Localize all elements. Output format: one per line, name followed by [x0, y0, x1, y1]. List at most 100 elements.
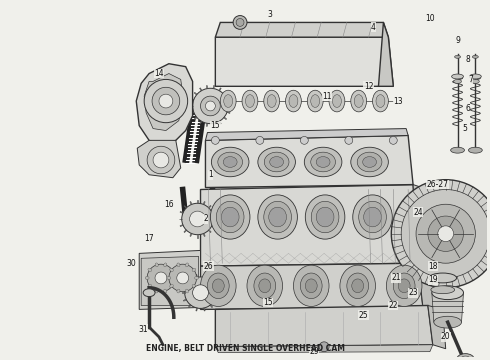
- Ellipse shape: [247, 265, 283, 306]
- Circle shape: [159, 94, 173, 108]
- Ellipse shape: [364, 207, 381, 227]
- Polygon shape: [194, 117, 197, 120]
- Polygon shape: [378, 22, 393, 86]
- Circle shape: [392, 180, 490, 288]
- Text: 31: 31: [138, 325, 148, 334]
- Polygon shape: [227, 99, 230, 100]
- Text: 20: 20: [441, 332, 450, 341]
- Ellipse shape: [387, 265, 422, 306]
- Circle shape: [200, 96, 220, 116]
- Ellipse shape: [347, 273, 368, 298]
- Ellipse shape: [155, 289, 158, 293]
- Ellipse shape: [185, 289, 189, 293]
- Ellipse shape: [351, 90, 367, 112]
- Circle shape: [319, 342, 329, 352]
- Ellipse shape: [171, 268, 174, 271]
- Polygon shape: [432, 293, 464, 322]
- Circle shape: [144, 80, 188, 123]
- Polygon shape: [206, 123, 208, 126]
- Ellipse shape: [242, 90, 258, 112]
- Circle shape: [147, 264, 175, 292]
- Ellipse shape: [457, 354, 474, 360]
- Ellipse shape: [171, 284, 174, 288]
- Polygon shape: [197, 235, 198, 238]
- Polygon shape: [208, 206, 211, 208]
- Circle shape: [155, 272, 167, 284]
- Polygon shape: [189, 278, 191, 281]
- Polygon shape: [210, 278, 213, 281]
- Text: 15: 15: [263, 298, 272, 307]
- Text: 9: 9: [455, 36, 460, 45]
- Text: 19: 19: [428, 275, 438, 284]
- Text: 22: 22: [389, 301, 398, 310]
- Ellipse shape: [461, 356, 470, 360]
- Text: ENGINE, BELT DRIVEN SINGLE OVERHEAD CAM: ENGINE, BELT DRIVEN SINGLE OVERHEAD CAM: [146, 344, 344, 353]
- Polygon shape: [180, 211, 183, 213]
- Ellipse shape: [264, 201, 292, 233]
- Ellipse shape: [454, 80, 462, 84]
- Ellipse shape: [173, 276, 177, 279]
- Ellipse shape: [207, 273, 229, 298]
- Ellipse shape: [170, 284, 173, 288]
- Ellipse shape: [352, 279, 364, 293]
- Ellipse shape: [223, 157, 237, 167]
- Text: 18: 18: [428, 262, 438, 271]
- Ellipse shape: [372, 90, 389, 112]
- Ellipse shape: [311, 95, 319, 107]
- Circle shape: [169, 264, 196, 292]
- Ellipse shape: [294, 265, 329, 306]
- Text: 30: 30: [126, 259, 136, 268]
- Polygon shape: [213, 123, 215, 126]
- Polygon shape: [418, 263, 438, 312]
- Polygon shape: [206, 86, 208, 89]
- Ellipse shape: [311, 152, 336, 172]
- Ellipse shape: [218, 152, 243, 172]
- Ellipse shape: [155, 263, 158, 267]
- Polygon shape: [203, 202, 205, 204]
- Text: 16: 16: [164, 200, 173, 209]
- Polygon shape: [205, 135, 413, 188]
- Ellipse shape: [167, 276, 171, 279]
- Circle shape: [211, 136, 220, 144]
- Polygon shape: [212, 211, 215, 213]
- Circle shape: [152, 87, 180, 115]
- Text: 1: 1: [208, 170, 213, 179]
- Ellipse shape: [300, 273, 322, 298]
- Ellipse shape: [316, 207, 334, 227]
- Ellipse shape: [259, 279, 270, 293]
- Polygon shape: [227, 112, 230, 113]
- Ellipse shape: [164, 263, 167, 267]
- Text: 6: 6: [465, 104, 470, 113]
- Ellipse shape: [210, 195, 250, 239]
- Polygon shape: [182, 292, 185, 293]
- Polygon shape: [137, 140, 181, 178]
- Ellipse shape: [211, 147, 249, 177]
- Text: 8: 8: [465, 55, 470, 64]
- Ellipse shape: [329, 90, 345, 112]
- Ellipse shape: [316, 157, 330, 167]
- Ellipse shape: [468, 147, 482, 153]
- Polygon shape: [184, 230, 187, 233]
- Ellipse shape: [170, 268, 173, 271]
- Circle shape: [177, 272, 189, 284]
- Polygon shape: [208, 230, 211, 233]
- Ellipse shape: [359, 201, 387, 233]
- Ellipse shape: [432, 286, 464, 300]
- Ellipse shape: [354, 95, 363, 107]
- Ellipse shape: [353, 195, 392, 239]
- Polygon shape: [190, 105, 193, 107]
- Polygon shape: [179, 219, 182, 220]
- Polygon shape: [199, 121, 202, 124]
- Ellipse shape: [148, 268, 151, 271]
- Polygon shape: [215, 22, 389, 37]
- Ellipse shape: [258, 195, 297, 239]
- Text: 17: 17: [144, 234, 154, 243]
- Text: 3: 3: [267, 10, 272, 19]
- Polygon shape: [428, 306, 446, 349]
- Circle shape: [193, 88, 228, 123]
- Ellipse shape: [471, 80, 479, 84]
- Ellipse shape: [305, 195, 345, 239]
- Polygon shape: [183, 299, 187, 301]
- Polygon shape: [139, 251, 200, 309]
- Polygon shape: [191, 99, 194, 100]
